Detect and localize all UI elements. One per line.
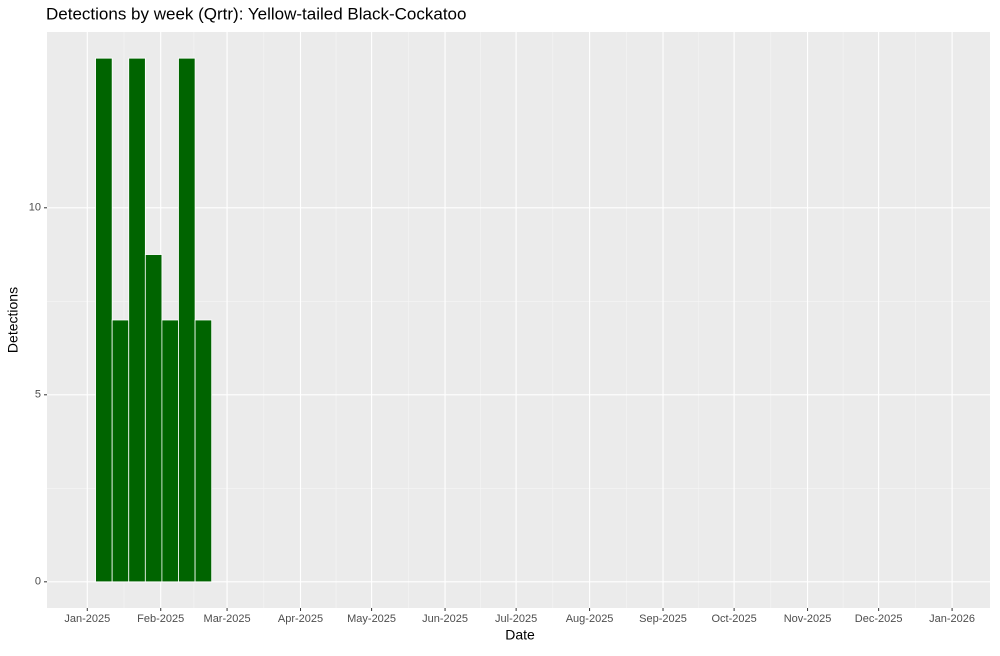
x-tick-label: Oct-2025 [711,613,756,625]
y-tick-label: 10 [29,202,41,214]
x-tick-label: Dec-2025 [855,613,903,625]
x-tick-label: Mar-2025 [204,613,251,625]
x-tick-label: Nov-2025 [784,613,832,625]
y-tick-label: 5 [35,389,41,401]
y-tick-label: 0 [35,576,41,588]
x-tick-label: Aug-2025 [566,613,614,625]
x-tick-label: May-2025 [347,613,396,625]
bar [194,319,213,583]
x-tick-label: Jan-2026 [929,613,975,625]
x-tick-label: Jan-2025 [64,613,110,625]
x-tick-label: Jun-2025 [422,613,468,625]
bar [161,319,179,583]
x-tick-label: Feb-2025 [137,613,184,625]
x-tick-label: Sep-2025 [639,613,687,625]
bar [178,57,196,583]
chart-title: Detections by week (Qrtr): Yellow-tailed… [46,4,466,23]
x-tick-label: Jul-2025 [495,613,537,625]
x-axis-label: Date [505,627,535,643]
bar [95,57,113,583]
bar [144,254,163,583]
bar [128,57,146,583]
x-tick-label: Apr-2025 [278,613,323,625]
bar [111,319,130,583]
y-axis-label: Detections [5,287,21,353]
